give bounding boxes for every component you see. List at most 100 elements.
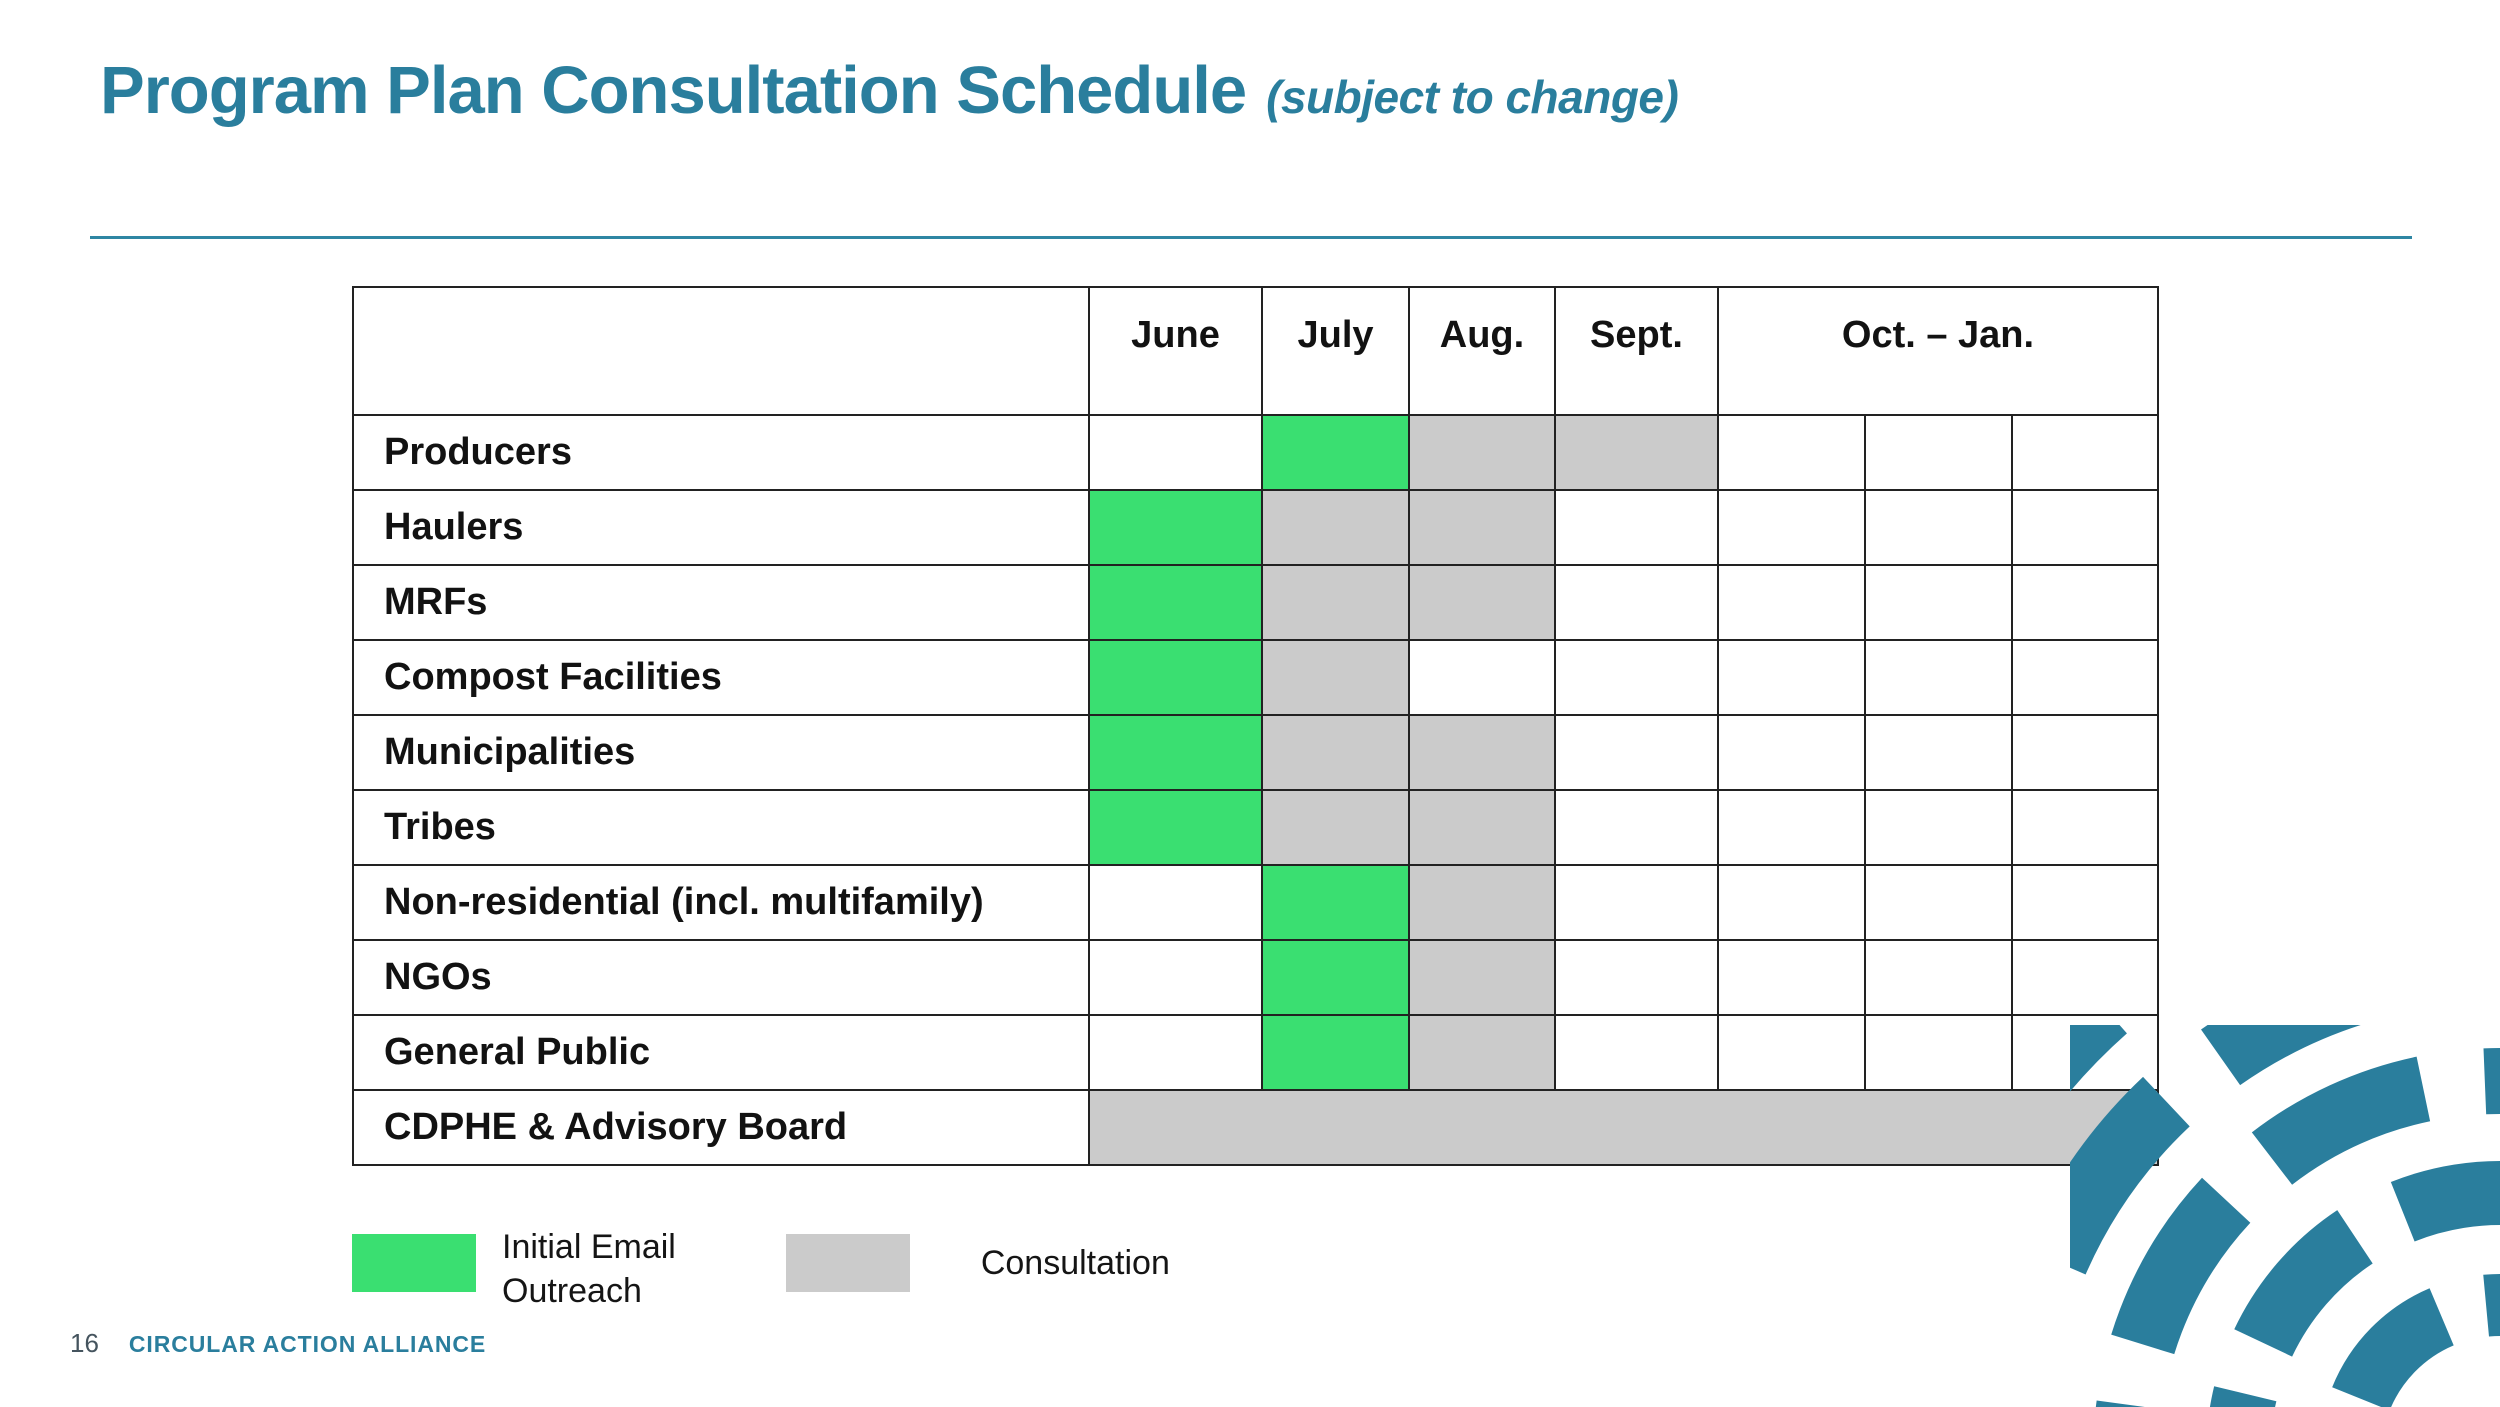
schedule-cell	[1408, 1014, 1556, 1091]
schedule-cell	[1261, 1014, 1410, 1091]
schedule-cell	[1864, 1014, 2013, 1091]
table-row: Haulers	[352, 489, 2159, 566]
schedule-cell	[1717, 714, 1866, 791]
schedule-cell	[2011, 714, 2159, 791]
table-row: Tribes	[352, 789, 2159, 866]
schedule-cell	[1554, 639, 1719, 716]
row-label: MRFs	[352, 564, 1090, 641]
schedule-cell	[1717, 864, 1866, 941]
schedule-cell	[2011, 639, 2159, 716]
row-label: Compost Facilities	[352, 639, 1090, 716]
schedule-cell	[1554, 714, 1719, 791]
schedule-cell	[1717, 639, 1866, 716]
circular-action-alliance-logo	[2070, 1025, 2500, 1407]
page-number: 16	[70, 1328, 99, 1358]
row-label: Tribes	[352, 789, 1090, 866]
schedule-cell	[1088, 939, 1263, 1016]
table-row: MRFs	[352, 564, 2159, 641]
title-divider-line	[90, 236, 2412, 239]
schedule-cell	[1088, 789, 1263, 866]
row-label: General Public	[352, 1014, 1090, 1091]
schedule-cell	[1864, 564, 2013, 641]
schedule-cell	[2011, 864, 2159, 941]
table-row: Municipalities	[352, 714, 2159, 791]
schedule-cell	[1554, 864, 1719, 941]
schedule-cell	[1554, 1014, 1719, 1091]
slide-header: Program Plan Consultation Schedule (subje…	[100, 52, 1679, 129]
schedule-cell	[1408, 414, 1556, 491]
legend: Initial Email Outreach Consultation	[352, 1222, 1170, 1313]
schedule-table-body: Producers Haulers MRFs Compost Facilities Mu…	[352, 414, 2159, 1166]
table-row: Non-residential (incl. multifamily)	[352, 864, 2159, 941]
consultation-schedule-table: June July Aug. Sept. Oct. – Jan. Produce…	[352, 286, 2159, 1166]
schedule-cell	[1261, 864, 1410, 941]
schedule-cell	[1717, 939, 1866, 1016]
schedule-cell	[2011, 414, 2159, 491]
legend-label-line: Outreach	[502, 1271, 642, 1310]
table-row: Compost Facilities	[352, 639, 2159, 716]
legend-label-consultation: Consultation	[980, 1244, 1170, 1282]
header-aug: Aug.	[1408, 286, 1556, 416]
page-subtitle: (subject to change)	[1266, 71, 1679, 123]
schedule-cell	[1864, 489, 2013, 566]
schedule-cell	[1717, 414, 1866, 491]
schedule-cell	[2011, 564, 2159, 641]
schedule-cell	[1717, 789, 1866, 866]
page-title: Program Plan Consultation Schedule	[100, 53, 1247, 128]
row-label: NGOs	[352, 939, 1090, 1016]
schedule-table-container: June July Aug. Sept. Oct. – Jan. Produce…	[352, 286, 2159, 1166]
schedule-cell	[1408, 489, 1556, 566]
schedule-cell	[1408, 714, 1556, 791]
header-empty-cell	[352, 286, 1090, 416]
schedule-cell	[1261, 639, 1410, 716]
row-label: Non-residential (incl. multifamily)	[352, 864, 1090, 941]
schedule-cell	[1261, 714, 1410, 791]
schedule-cell	[1408, 939, 1556, 1016]
schedule-cell	[1088, 564, 1263, 641]
table-row: Producers	[352, 414, 2159, 491]
legend-swatch-initial-email-outreach	[352, 1234, 476, 1292]
schedule-cell	[1261, 564, 1410, 641]
schedule-cell	[1088, 489, 1263, 566]
table-header-row: June July Aug. Sept. Oct. – Jan.	[352, 286, 2159, 416]
schedule-cell	[1864, 414, 2013, 491]
schedule-cell	[1554, 489, 1719, 566]
schedule-cell	[1864, 789, 2013, 866]
legend-label-initial-email-outreach: Initial Email Outreach	[502, 1226, 676, 1313]
header-oct-jan: Oct. – Jan.	[1717, 286, 2159, 416]
header-june: June	[1088, 286, 1263, 416]
schedule-cell	[2011, 489, 2159, 566]
schedule-cell	[1717, 489, 1866, 566]
schedule-cell	[1088, 414, 1263, 491]
schedule-cell	[1408, 864, 1556, 941]
slide-footer: 16 CIRCULAR ACTION ALLIANCE	[70, 1328, 486, 1359]
table-row: General Public	[352, 1014, 2159, 1091]
row-label: Municipalities	[352, 714, 1090, 791]
schedule-cell	[1261, 489, 1410, 566]
schedule-cell	[1408, 564, 1556, 641]
header-july: July	[1261, 286, 1410, 416]
schedule-cell	[1261, 414, 1410, 491]
row-label: Producers	[352, 414, 1090, 491]
footer-brand-text: CIRCULAR ACTION ALLIANCE	[128, 1331, 487, 1357]
schedule-cell	[1717, 564, 1866, 641]
schedule-cell	[1088, 864, 1263, 941]
legend-label-line: Initial Email	[502, 1228, 676, 1266]
schedule-cell	[1717, 1014, 1866, 1091]
schedule-cell	[1554, 564, 1719, 641]
schedule-cell	[1408, 639, 1556, 716]
schedule-cell	[2011, 789, 2159, 866]
schedule-cell	[1408, 789, 1556, 866]
schedule-cell-merged	[1088, 1089, 2159, 1166]
table-row: NGOs	[352, 939, 2159, 1016]
schedule-cell	[1864, 639, 2013, 716]
header-sept: Sept.	[1554, 286, 1719, 416]
schedule-cell	[1088, 714, 1263, 791]
schedule-cell	[1261, 789, 1410, 866]
schedule-cell	[1261, 939, 1410, 1016]
schedule-cell	[1088, 1014, 1263, 1091]
schedule-cell	[1864, 714, 2013, 791]
schedule-cell	[1088, 639, 1263, 716]
legend-swatch-consultation	[785, 1234, 910, 1292]
row-label: CDPHE & Advisory Board	[352, 1089, 1090, 1166]
